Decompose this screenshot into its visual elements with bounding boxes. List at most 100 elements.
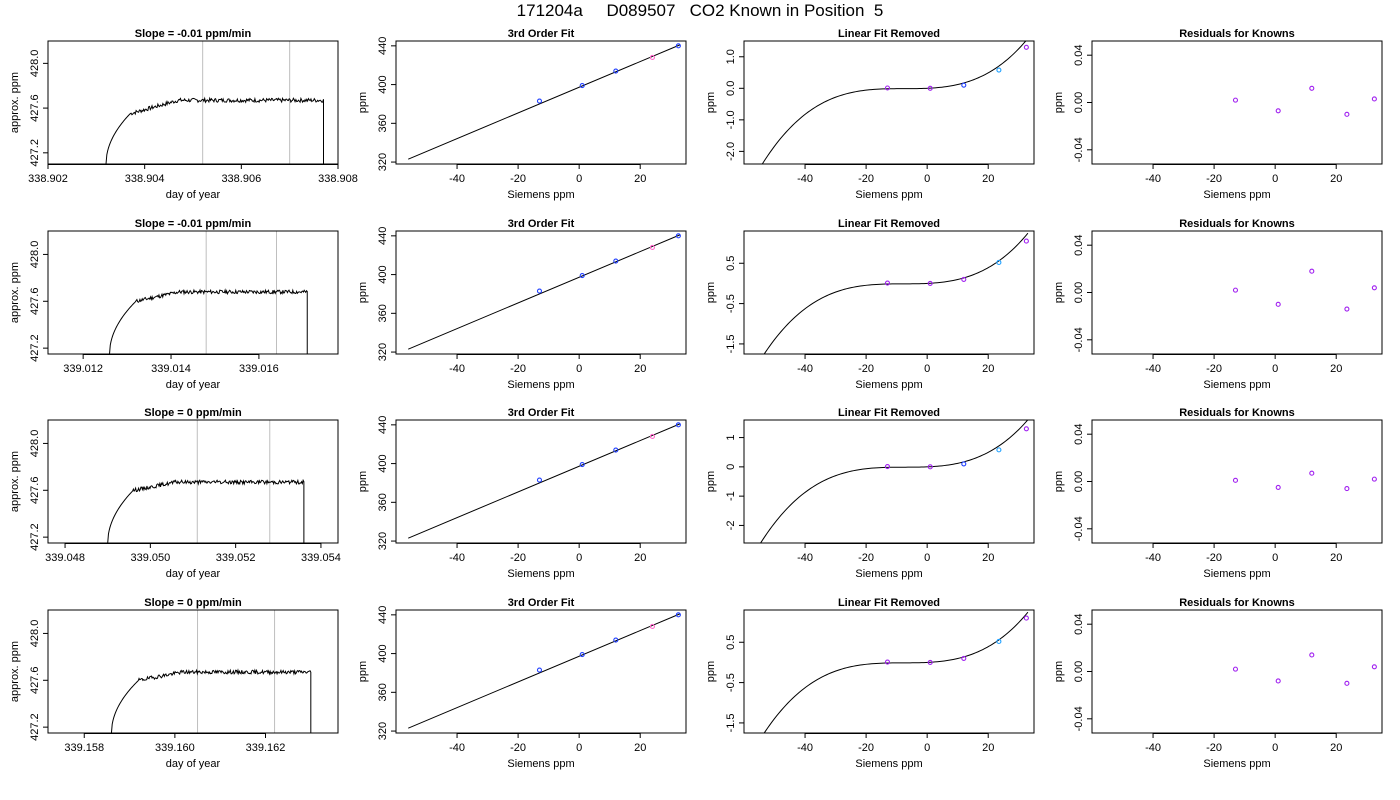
y-tick-label: 427.6 [29,667,41,695]
data-point [1023,238,1029,244]
data-point [1232,666,1239,672]
y-tick-label: 0.5 [725,635,737,650]
x-tick-label: -20 [1206,363,1222,375]
x-tick-label: 339.158 [64,742,104,754]
plot-area [763,611,1029,733]
x-axis-label: day of year [166,379,221,391]
x-tick-label: -20 [858,173,874,185]
data-trace [109,288,308,354]
y-tick-label: 0.00 [1073,282,1085,303]
data-point [579,83,585,89]
y-axis-label: ppm [357,661,369,682]
x-tick-label: -40 [797,363,813,375]
x-tick-label: -20 [858,363,874,375]
data-point [649,54,655,61]
plot-area [1232,470,1377,492]
data-point [1309,470,1315,476]
x-tick-label: 339.162 [246,742,286,754]
x-axis-label: Siemens ppm [855,568,922,580]
data-point [536,477,543,483]
x-axis-label: Siemens ppm [855,189,922,201]
data-point [675,233,681,239]
y-tick-label: 0.00 [1073,92,1085,113]
panel-r2c2: Linear Fit Removed -40 -20 0 20 -2 -1 0 1 Siemens… [705,407,1035,580]
x-tick-label: -40 [1145,742,1161,754]
panel-r0c1: 3rd Order Fit -40 -20 0 20 320 360 400 440 Siemen… [357,28,687,201]
y-tick-label: 320 [377,343,389,361]
data-point [927,85,933,91]
plot-area [1232,652,1377,686]
y-axis-label: approx. ppm [9,262,21,323]
panel-title: Slope = 0 ppm/min [144,407,242,419]
data-point [613,258,619,264]
y-tick-label: 320 [377,532,389,550]
x-tick-label: 0 [1272,552,1278,564]
panel-r0c2: Linear Fit Removed -40 -20 0 20 -2.0 -1.0 0.0 1.… [705,28,1035,201]
data-point [1275,484,1281,490]
x-tick-label: -20 [1206,742,1222,754]
y-tick-label: 400 [377,454,389,472]
panel-title: 3rd Order Fit [508,28,575,40]
plot-area [1232,268,1377,312]
x-tick-label: 20 [982,363,994,375]
x-tick-label: -20 [1206,552,1222,564]
data-point [927,659,933,665]
y-axis-label: ppm [705,471,717,492]
data-point [675,612,681,618]
plot-frame [1091,609,1383,734]
y-axis-label: ppm [357,92,369,113]
data-point [1232,287,1239,293]
panel-r0c3: Residuals for Knowns -40 -20 0 20 -0.04 0.00 0.… [1053,28,1383,201]
y-tick-label: -0.04 [1073,706,1085,731]
y-tick-label: 427.2 [29,523,41,551]
x-axis-label: day of year [166,568,221,580]
y-tick-label: 428.0 [29,620,41,648]
x-tick-label: -40 [449,742,465,754]
data-point [579,652,585,658]
panel-r2c3: Residuals for Knowns -40 -20 0 20 -0.04 0.00 0.… [1053,407,1383,580]
plot-frame [395,609,687,734]
y-tick-label: -2.0 [725,142,737,161]
y-tick-label: 360 [377,683,389,701]
data-point [884,659,891,665]
data-point [536,98,543,104]
y-tick-label: 360 [377,304,389,322]
data-point [961,82,967,88]
data-point [613,68,619,74]
data-point [1344,306,1350,312]
plot-area [109,288,308,354]
x-tick-label: 339.014 [151,363,191,375]
data-point [1309,652,1315,658]
panel-title: Linear Fit Removed [838,218,940,230]
x-tick-label: 0 [1272,173,1278,185]
data-point [884,464,891,470]
y-tick-label: 440 [377,227,389,245]
plot-frame [743,609,1035,734]
x-tick-label: 20 [1330,742,1342,754]
y-tick-label: -1.5 [725,713,737,732]
panel-title: Residuals for Knowns [1179,28,1295,40]
y-tick-label: 0.04 [1073,423,1085,444]
data-trace [105,96,324,164]
y-tick-label: -2 [725,521,737,531]
y-tick-label: 400 [377,75,389,93]
x-tick-label: 339.048 [45,552,85,564]
x-tick-label: -40 [797,742,813,754]
panel-r2c1: 3rd Order Fit -40 -20 0 20 320 360 400 440 Siemen… [357,407,687,580]
x-tick-label: -20 [1206,173,1222,185]
y-tick-label: -0.5 [725,294,737,313]
data-point [675,422,681,428]
x-tick-label: 339.052 [216,552,256,564]
x-tick-label: 20 [634,742,646,754]
x-tick-label: 339.160 [155,742,195,754]
panel-r3c1: 3rd Order Fit -40 -20 0 20 320 360 400 440 Siemen… [357,597,687,770]
x-tick-label: 339.016 [239,363,279,375]
data-point [1275,108,1281,114]
y-axis-label: approx. ppm [9,451,21,512]
y-tick-label: 1 [725,435,737,441]
y-tick-label: 427.6 [29,288,41,316]
x-tick-label: 339.050 [130,552,170,564]
data-point [1232,477,1239,483]
x-tick-label: -40 [797,552,813,564]
x-axis-label: Siemens ppm [1203,568,1270,580]
